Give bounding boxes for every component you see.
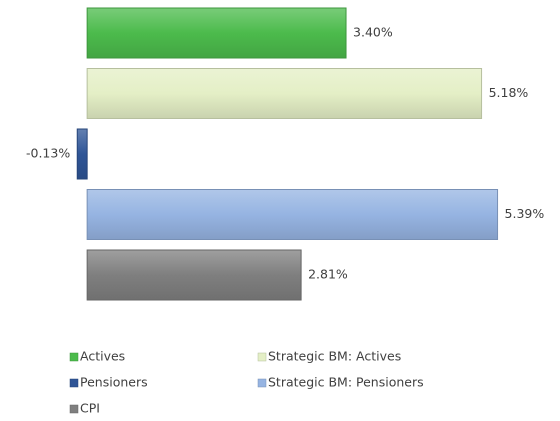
data-label: -0.13% <box>26 146 70 161</box>
legend-swatch <box>257 352 267 362</box>
legend-swatch <box>69 404 79 414</box>
bar <box>86 249 302 301</box>
bar <box>86 7 347 59</box>
legend-swatch <box>257 378 267 388</box>
legend-label: Actives <box>80 349 125 364</box>
data-label: 5.18% <box>489 85 529 100</box>
bar <box>76 128 88 180</box>
legend-swatch <box>69 378 79 388</box>
legend-label: Strategic BM: Actives <box>268 349 401 364</box>
legend-label: CPI <box>80 401 100 416</box>
bar <box>86 189 499 240</box>
data-label: 2.81% <box>308 267 348 282</box>
bar <box>86 68 483 119</box>
legend-label: Pensioners <box>80 375 148 390</box>
legend-swatch <box>69 352 79 362</box>
legend-label: Strategic BM: Pensioners <box>268 375 424 390</box>
data-label: 5.39% <box>505 206 545 221</box>
data-label: 3.40% <box>353 25 393 40</box>
